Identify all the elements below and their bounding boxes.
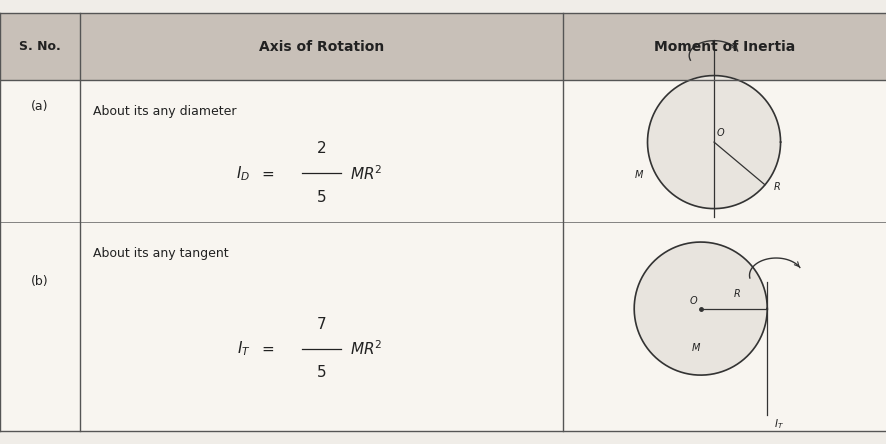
Text: About its any diameter: About its any diameter — [93, 104, 237, 118]
Text: $MR^2$: $MR^2$ — [349, 339, 382, 358]
Text: M: M — [691, 344, 700, 353]
Text: Axis of Rotation: Axis of Rotation — [259, 40, 384, 54]
Text: O: O — [688, 296, 696, 306]
Polygon shape — [647, 75, 780, 209]
Text: (a): (a) — [31, 100, 49, 113]
Text: 2: 2 — [316, 141, 326, 156]
Text: $=$: $=$ — [259, 341, 276, 356]
Text: $I_D$: $I_D$ — [237, 164, 250, 182]
Text: S. No.: S. No. — [19, 40, 61, 53]
Text: $I_T$: $I_T$ — [773, 417, 783, 431]
Text: $I_T$: $I_T$ — [237, 339, 250, 358]
Text: M: M — [634, 170, 642, 180]
Text: O: O — [716, 127, 724, 138]
Text: R: R — [733, 289, 740, 299]
Text: 5: 5 — [316, 365, 326, 381]
Text: $=$: $=$ — [259, 166, 276, 181]
Text: 5: 5 — [316, 190, 326, 205]
Text: Moment of Inertia: Moment of Inertia — [654, 40, 795, 54]
Polygon shape — [633, 242, 766, 375]
Text: R: R — [773, 182, 780, 192]
Text: $MR^2$: $MR^2$ — [349, 164, 382, 182]
Text: (b): (b) — [31, 275, 49, 289]
Text: 7: 7 — [316, 317, 326, 332]
FancyBboxPatch shape — [0, 13, 886, 80]
Text: About its any tangent: About its any tangent — [93, 246, 229, 260]
FancyBboxPatch shape — [0, 13, 886, 431]
